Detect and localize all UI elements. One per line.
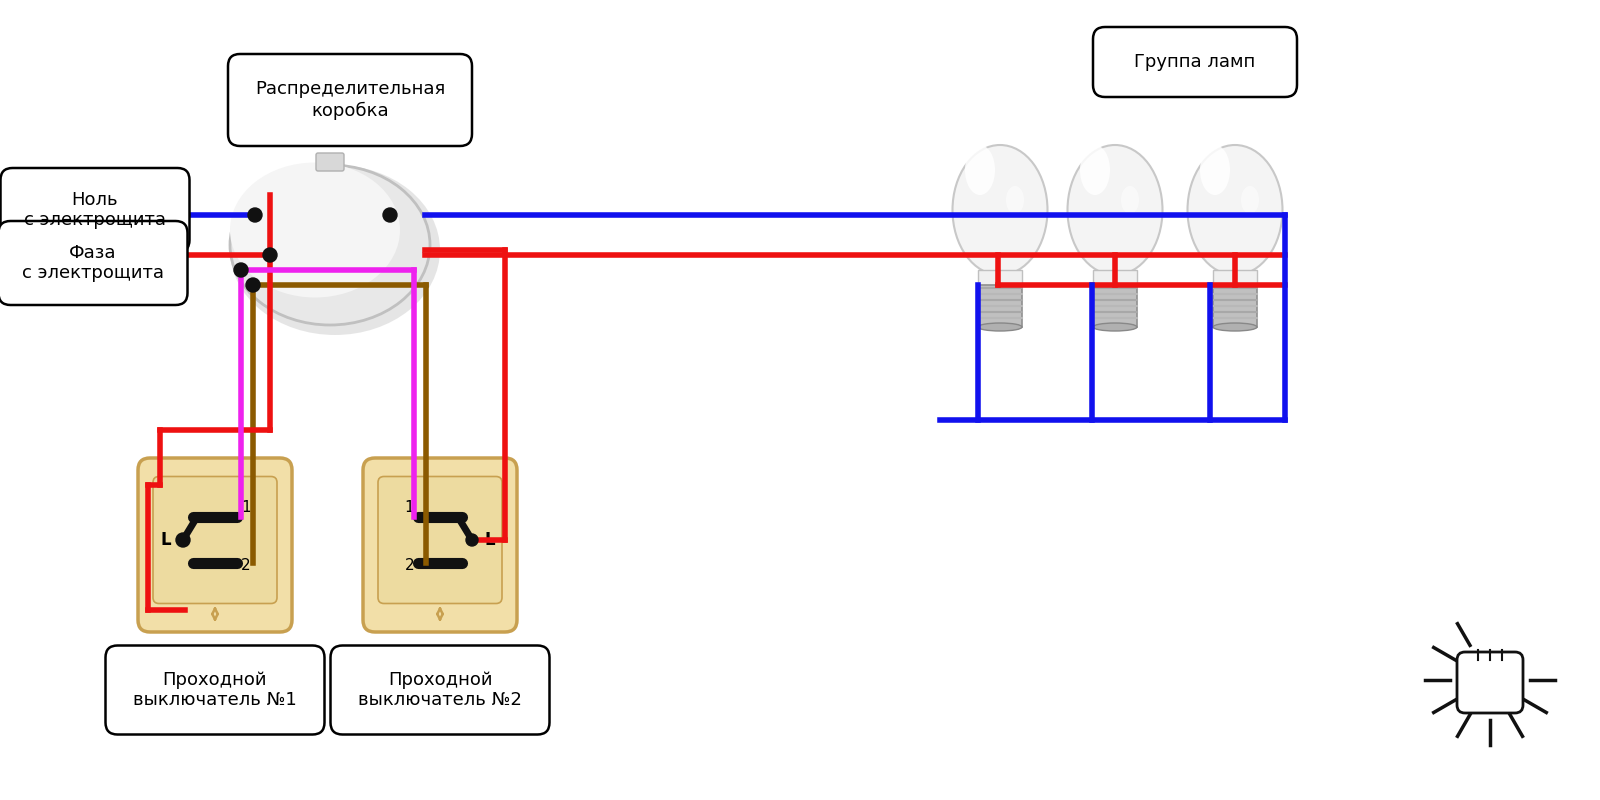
Ellipse shape [1093, 323, 1138, 331]
Text: Группа ламп: Группа ламп [1134, 53, 1256, 71]
Circle shape [466, 534, 478, 546]
Ellipse shape [1242, 186, 1259, 214]
FancyBboxPatch shape [0, 168, 189, 252]
Text: Проходной
выключатель №2: Проходной выключатель №2 [358, 670, 522, 710]
Ellipse shape [978, 323, 1022, 331]
FancyBboxPatch shape [378, 477, 502, 603]
FancyBboxPatch shape [978, 270, 1022, 285]
Circle shape [178, 534, 189, 546]
FancyBboxPatch shape [229, 54, 472, 146]
Ellipse shape [230, 162, 400, 298]
Ellipse shape [952, 145, 1048, 275]
Text: 1: 1 [405, 499, 414, 514]
Circle shape [234, 263, 248, 277]
Text: Распределительная
коробка: Распределительная коробка [254, 81, 445, 119]
Text: Проходной
выключатель №1: Проходной выключатель №1 [133, 670, 298, 710]
FancyBboxPatch shape [1458, 652, 1523, 713]
FancyBboxPatch shape [1093, 27, 1298, 97]
FancyBboxPatch shape [106, 646, 325, 734]
Ellipse shape [1213, 323, 1258, 331]
FancyBboxPatch shape [0, 221, 187, 305]
FancyBboxPatch shape [138, 458, 291, 632]
Circle shape [246, 278, 259, 292]
Ellipse shape [230, 165, 440, 335]
Text: 2: 2 [405, 558, 414, 573]
Text: Ноль
с электрощита: Ноль с электрощита [24, 190, 166, 230]
Ellipse shape [965, 145, 995, 195]
Ellipse shape [1080, 145, 1110, 195]
Ellipse shape [230, 165, 430, 325]
Ellipse shape [1200, 145, 1230, 195]
Text: L: L [160, 531, 171, 549]
FancyBboxPatch shape [331, 646, 549, 734]
FancyBboxPatch shape [363, 458, 517, 632]
Ellipse shape [1122, 186, 1139, 214]
FancyBboxPatch shape [1093, 285, 1138, 327]
FancyBboxPatch shape [1213, 270, 1258, 285]
FancyBboxPatch shape [154, 477, 277, 603]
Text: 1: 1 [242, 499, 251, 514]
Circle shape [382, 208, 397, 222]
FancyBboxPatch shape [978, 285, 1022, 327]
FancyBboxPatch shape [1093, 270, 1138, 285]
FancyBboxPatch shape [1213, 285, 1258, 327]
Circle shape [262, 248, 277, 262]
Text: 2: 2 [242, 558, 251, 573]
Ellipse shape [1067, 145, 1163, 275]
FancyBboxPatch shape [317, 153, 344, 171]
Text: L: L [483, 531, 494, 549]
Circle shape [248, 208, 262, 222]
Text: Фаза
с электрощита: Фаза с электрощита [22, 243, 165, 282]
Ellipse shape [1006, 186, 1024, 214]
Circle shape [176, 533, 190, 547]
Ellipse shape [1187, 145, 1283, 275]
